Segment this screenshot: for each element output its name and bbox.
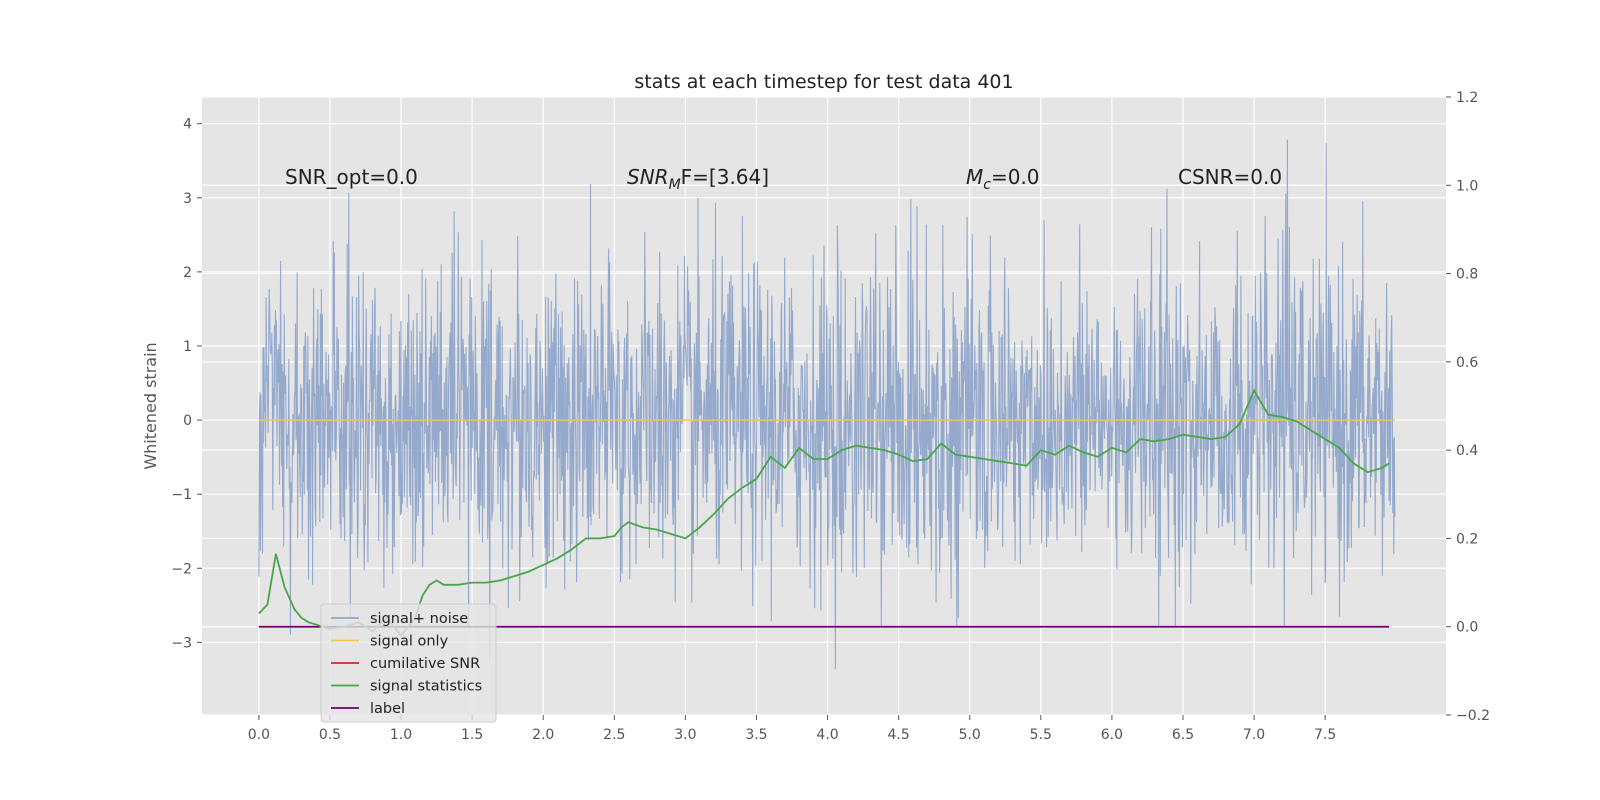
- y2-tick-label: 0.6: [1456, 355, 1478, 371]
- y2-tick-label: 0.2: [1456, 531, 1478, 547]
- x-tick-label: 6.5: [1172, 727, 1194, 743]
- y2-tick-label: 0.8: [1456, 267, 1478, 283]
- y-tick-label: −1: [171, 487, 192, 503]
- series-signal-noise: [258, 139, 1396, 670]
- y-tick-label: 2: [183, 265, 192, 281]
- legend-entry: signal+ noise: [370, 611, 468, 627]
- x-tick-label: 0.5: [319, 727, 341, 743]
- legend-entry: cumilative SNR: [370, 656, 480, 672]
- y-axis-label: Whitened strain: [141, 342, 160, 469]
- x-tick-label: 1.0: [390, 727, 412, 743]
- legend-entry: label: [370, 701, 405, 717]
- annotation-csnr: CSNR=0.0: [1178, 165, 1282, 189]
- x-tick-label: 0.0: [248, 727, 270, 743]
- legend: signal+ noise signal only cumilative SNR si…: [320, 603, 497, 723]
- annotation-mc-rest: =0.0: [991, 165, 1040, 189]
- x-tick-label: 6.0: [1101, 727, 1123, 743]
- y-tick-label: 3: [183, 191, 192, 207]
- line-signal-noise: [258, 139, 1396, 670]
- x-tick-label: 5.5: [1030, 727, 1052, 743]
- y-tick-label: 4: [183, 117, 192, 133]
- y2-tick-label: −0.2: [1456, 708, 1490, 724]
- y2-tick-label: 1.0: [1456, 178, 1478, 194]
- x-tick-label: 7.5: [1314, 727, 1336, 743]
- legend-box: [320, 603, 497, 723]
- x-tick-label: 1.5: [461, 727, 483, 743]
- x-tick-label: 2.0: [532, 727, 554, 743]
- axes: 0.0 0.5 1.0 1.5 2.0 2.5 3.0 3.5 4.0 4.5 5.0 5.5 6.0 6…: [171, 90, 1490, 743]
- legend-entry: signal statistics: [370, 679, 482, 695]
- annotation-mc-sub: c: [983, 177, 991, 193]
- y-tick-label: 1: [183, 339, 192, 355]
- annotation-snr-mf-main: SNR: [627, 165, 669, 189]
- legend-entry: signal only: [370, 634, 449, 650]
- annotation-snr-mf-rest: F=[3.64]: [681, 165, 769, 189]
- x-tick-label: 2.5: [603, 727, 625, 743]
- annotation-snr-mf-sub: M: [669, 177, 681, 193]
- x-tick-label: 4.0: [816, 727, 838, 743]
- annotation-mc-main: M: [966, 165, 983, 189]
- x-tick-label: 3.5: [745, 727, 767, 743]
- x-tick-label: 5.0: [959, 727, 981, 743]
- annotation-mc: Mc=0.0: [966, 165, 1040, 193]
- y2-tick-label: 0.0: [1456, 620, 1478, 636]
- y-tick-label: 0: [183, 413, 192, 429]
- annotation-snr-opt: SNR_opt=0.0: [285, 165, 418, 189]
- x-tick-label: 7.0: [1243, 727, 1265, 743]
- y2-tick-label: 1.2: [1456, 90, 1478, 106]
- x-tick-label: 4.5: [888, 727, 910, 743]
- y-tick-label: −3: [171, 635, 192, 651]
- y2-tick-label: 0.4: [1456, 443, 1478, 459]
- annotation-snr-mf: SNRMF=[3.64]: [627, 165, 769, 193]
- x-tick-label: 3.0: [674, 727, 696, 743]
- chart-title: stats at each timestep for test data 401: [634, 71, 1013, 93]
- y-tick-label: −2: [171, 561, 192, 577]
